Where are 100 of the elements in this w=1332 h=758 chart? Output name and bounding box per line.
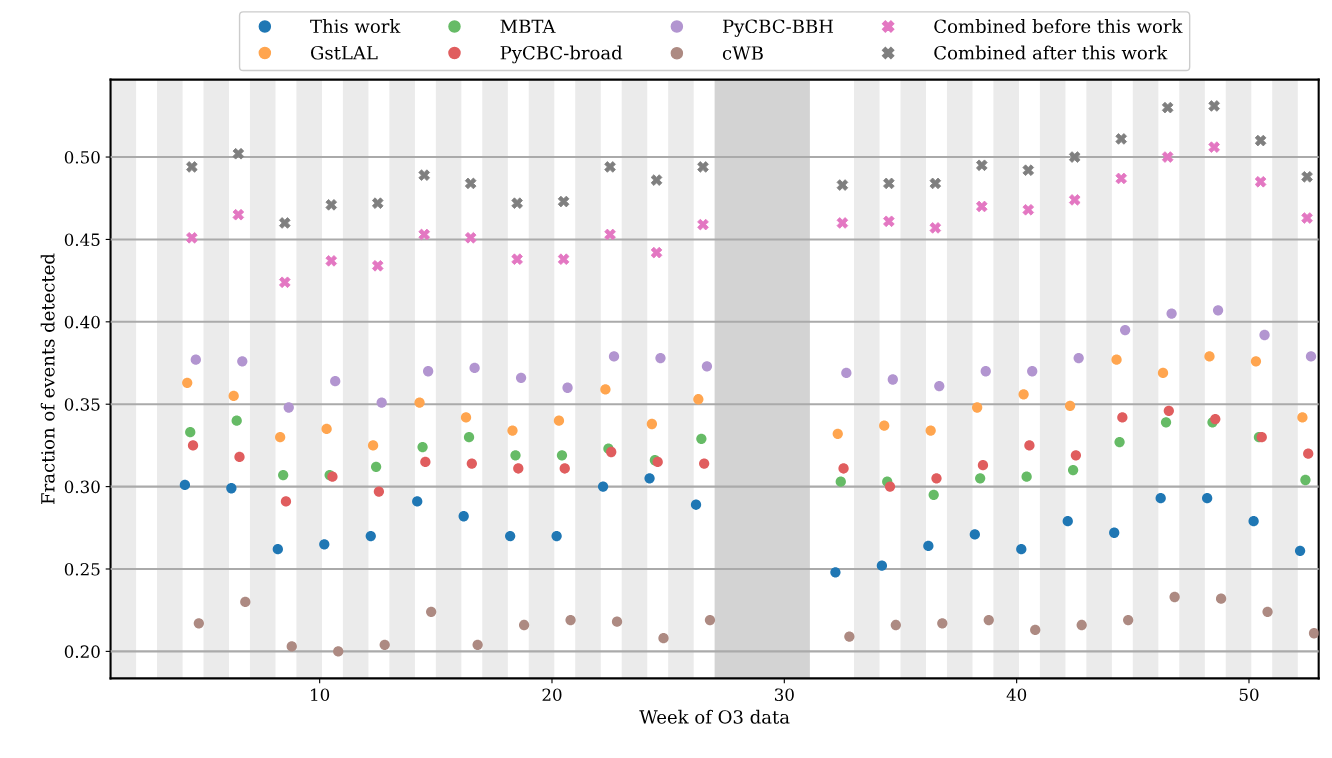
point bbox=[472, 639, 483, 650]
point bbox=[655, 352, 666, 364]
point bbox=[646, 418, 658, 430]
point bbox=[1021, 471, 1032, 482]
point bbox=[319, 539, 330, 550]
legend-label: Combined before this work bbox=[934, 19, 1183, 34]
point bbox=[556, 450, 568, 461]
y-tick-label: 0.50 bbox=[64, 151, 100, 164]
point bbox=[376, 397, 387, 408]
point bbox=[937, 618, 948, 629]
point bbox=[1248, 516, 1259, 527]
point bbox=[412, 496, 423, 507]
legend-label: cWB bbox=[722, 46, 763, 60]
point bbox=[187, 440, 199, 451]
legend-label: Combined after this work bbox=[934, 45, 1168, 60]
point bbox=[231, 415, 242, 426]
point bbox=[458, 511, 469, 522]
point bbox=[696, 433, 707, 444]
point bbox=[469, 362, 480, 374]
point bbox=[565, 614, 576, 626]
point bbox=[597, 481, 609, 492]
point bbox=[1073, 352, 1084, 364]
point bbox=[1076, 619, 1087, 631]
point bbox=[460, 412, 472, 423]
legend-label: This work bbox=[310, 19, 401, 34]
point bbox=[283, 402, 294, 413]
point bbox=[983, 614, 994, 626]
point bbox=[1160, 417, 1172, 428]
point bbox=[1250, 356, 1262, 367]
point bbox=[193, 618, 204, 629]
point bbox=[1120, 324, 1131, 336]
point bbox=[608, 351, 620, 362]
point bbox=[275, 432, 286, 443]
point bbox=[423, 366, 434, 377]
point bbox=[838, 463, 849, 474]
point bbox=[1262, 606, 1273, 617]
point bbox=[690, 499, 702, 510]
point bbox=[1300, 474, 1311, 486]
point bbox=[1027, 366, 1038, 377]
x-tick-label: 40 bbox=[1006, 688, 1027, 702]
y-tick-label: 0.40 bbox=[64, 315, 100, 329]
point bbox=[923, 540, 934, 552]
point bbox=[693, 394, 704, 405]
point bbox=[1016, 544, 1027, 555]
point bbox=[426, 606, 437, 617]
x-axis-title: Week of O3 data bbox=[639, 709, 790, 724]
point bbox=[333, 646, 344, 657]
point bbox=[182, 377, 193, 388]
point bbox=[876, 560, 888, 571]
point bbox=[1308, 628, 1319, 639]
y-tick-label: 0.30 bbox=[64, 480, 100, 494]
point bbox=[644, 473, 655, 484]
point bbox=[1024, 440, 1035, 451]
point bbox=[513, 463, 524, 474]
point bbox=[280, 496, 292, 507]
point bbox=[1117, 412, 1128, 423]
legend-label: PyCBC-BBH bbox=[723, 19, 833, 37]
point bbox=[234, 451, 245, 463]
point bbox=[887, 374, 898, 385]
y-axis-title: Fraction of events detected bbox=[40, 253, 55, 504]
point bbox=[463, 432, 475, 443]
point bbox=[1064, 400, 1076, 412]
point bbox=[553, 415, 565, 426]
point bbox=[1303, 448, 1314, 459]
point bbox=[658, 633, 669, 644]
point bbox=[1210, 413, 1221, 425]
point bbox=[701, 361, 713, 372]
point bbox=[1109, 527, 1120, 538]
point bbox=[1157, 367, 1169, 379]
point bbox=[1030, 624, 1041, 636]
legend-label: GstLAL bbox=[310, 45, 378, 60]
point bbox=[179, 479, 191, 491]
point bbox=[1305, 351, 1317, 362]
point bbox=[373, 486, 385, 497]
point bbox=[370, 461, 382, 472]
point bbox=[1215, 593, 1227, 604]
point bbox=[611, 616, 623, 627]
point bbox=[278, 469, 289, 481]
point bbox=[1114, 436, 1125, 448]
point bbox=[507, 425, 518, 436]
point bbox=[515, 372, 527, 383]
point bbox=[934, 380, 945, 392]
y-tick-label: 0.35 bbox=[64, 398, 100, 411]
point bbox=[841, 367, 852, 379]
point bbox=[931, 473, 942, 484]
legend-label: MBTA bbox=[500, 19, 556, 33]
point bbox=[925, 425, 936, 436]
point bbox=[1111, 354, 1122, 365]
point bbox=[1202, 492, 1213, 504]
point bbox=[844, 631, 855, 642]
point bbox=[420, 456, 431, 468]
point bbox=[977, 460, 989, 471]
point bbox=[190, 354, 201, 365]
point bbox=[417, 441, 428, 453]
point bbox=[1155, 492, 1166, 504]
point bbox=[884, 481, 896, 492]
point bbox=[272, 544, 283, 555]
point bbox=[928, 489, 939, 500]
point bbox=[1297, 412, 1308, 423]
point bbox=[185, 427, 196, 438]
